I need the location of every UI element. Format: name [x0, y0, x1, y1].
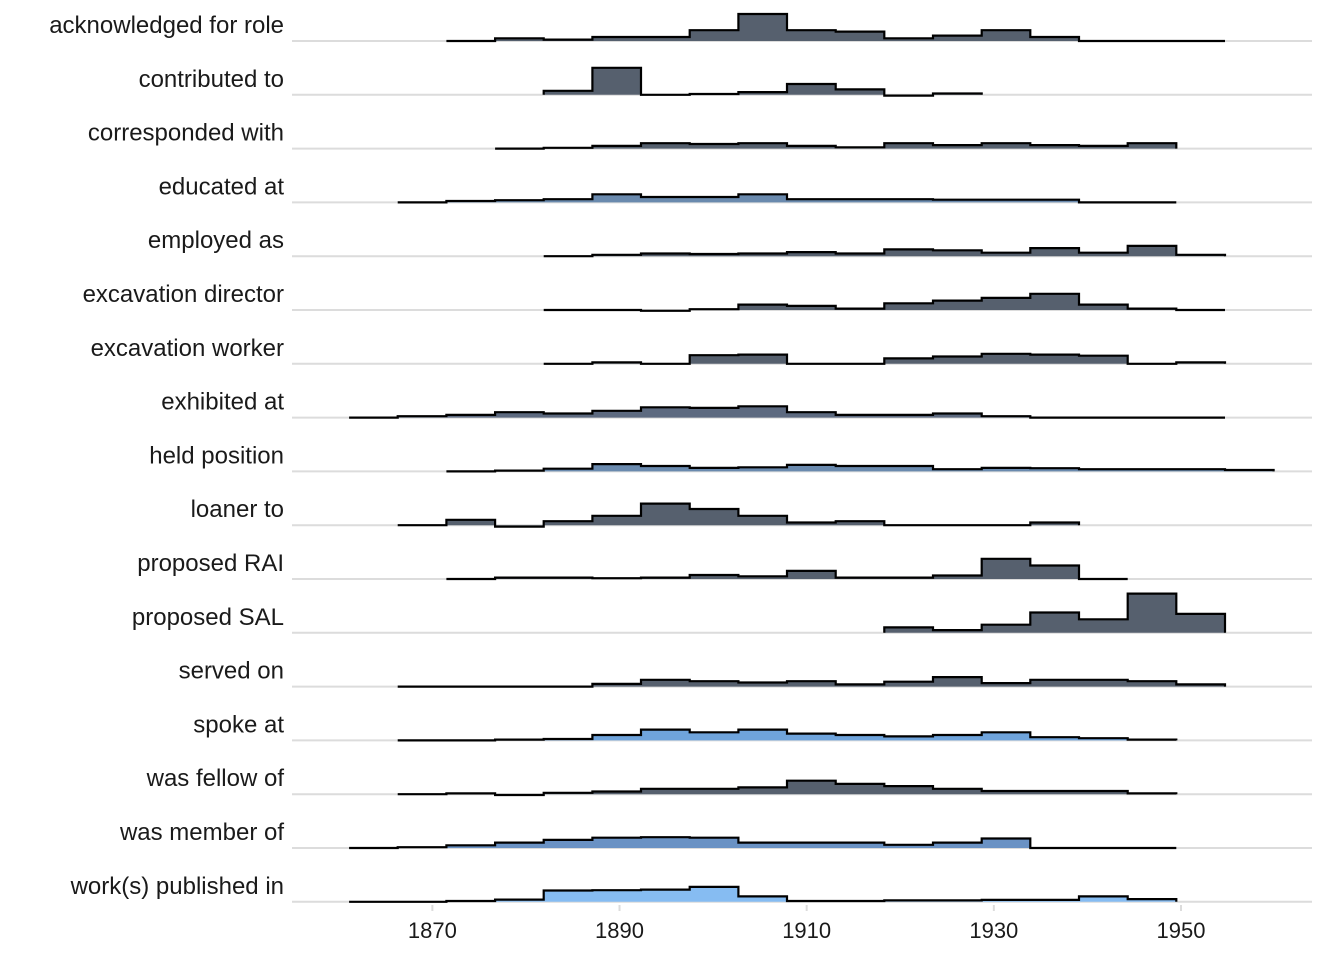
ridge-area-contributed-to [543, 67, 982, 96]
ridge-outline-spoke-at [397, 728, 1178, 742]
ridge-area-corresponded-with [495, 143, 1177, 149]
row-label-spoke-at: spoke at [193, 711, 284, 738]
row-label-contributed-to: contributed to [139, 66, 284, 93]
row-labels: acknowledged for role contributed to corre… [49, 12, 284, 900]
x-axis: 1870 1890 1910 1930 1950 [408, 905, 1206, 943]
row-label-served-on: served on [179, 658, 284, 685]
ridge-outline-exhibited-at [349, 405, 1225, 419]
ridge-area-spoke-at [397, 729, 1177, 741]
x-tick-label-1910: 1910 [782, 918, 831, 943]
x-tick-label-1950: 1950 [1157, 918, 1206, 943]
ridge-outline-excavation-worker [543, 352, 1227, 365]
row-label-work-s-published-in: work(s) published in [70, 873, 284, 900]
row-label-educated-at: educated at [159, 173, 285, 200]
ridges [349, 12, 1275, 903]
row-label-excavation-worker: excavation worker [91, 335, 284, 362]
ridge-area-acknowledged-for-role [446, 14, 1225, 41]
row-label-was-fellow-of: was fellow of [146, 765, 285, 792]
x-tick-label-1870: 1870 [408, 918, 457, 943]
ridge-outline-work-s-published-in [349, 885, 1178, 903]
ridge-outline-corresponded-with [495, 142, 1178, 150]
row-label-held-position: held position [149, 442, 284, 469]
ridge-outline-acknowledged-for-role [446, 12, 1225, 43]
ridge-outline-served-on [397, 676, 1227, 688]
row-label-exhibited-at: exhibited at [161, 389, 284, 416]
row-label-proposed-sal: proposed SAL [132, 604, 284, 631]
row-label-corresponded-with: corresponded with [88, 120, 284, 147]
ridge-area-excavation-director [543, 293, 1225, 311]
ridge-area-exhibited-at [349, 406, 1226, 418]
ridge-outline-proposed-rai [446, 557, 1128, 581]
ridge-outline-held-position [446, 463, 1275, 473]
ridge-outline-was-member-of [349, 836, 1177, 850]
row-label-employed-as: employed as [148, 227, 284, 254]
ridge-outline-contributed-to [542, 66, 983, 97]
ridge-outline-excavation-director [543, 292, 1225, 312]
x-tick-label-1930: 1930 [969, 918, 1018, 943]
ridge-outline-was-fellow-of [397, 779, 1178, 797]
ridge-area-held-position [446, 464, 1274, 472]
ridge-outline-educated-at [397, 193, 1177, 204]
row-label-proposed-rai: proposed RAI [137, 550, 284, 577]
row-label-excavation-director: excavation director [83, 281, 284, 308]
row-label-acknowledged-for-role: acknowledged for role [49, 12, 284, 39]
ridge-outline-proposed-sal [883, 592, 1227, 633]
ridge-outline-loaner-to [397, 502, 1081, 528]
row-label-was-member-of: was member of [119, 819, 284, 846]
ridge-outline-employed-as [543, 244, 1227, 258]
row-label-loaner-to: loaner to [191, 496, 284, 523]
x-tick-label-1890: 1890 [595, 918, 644, 943]
